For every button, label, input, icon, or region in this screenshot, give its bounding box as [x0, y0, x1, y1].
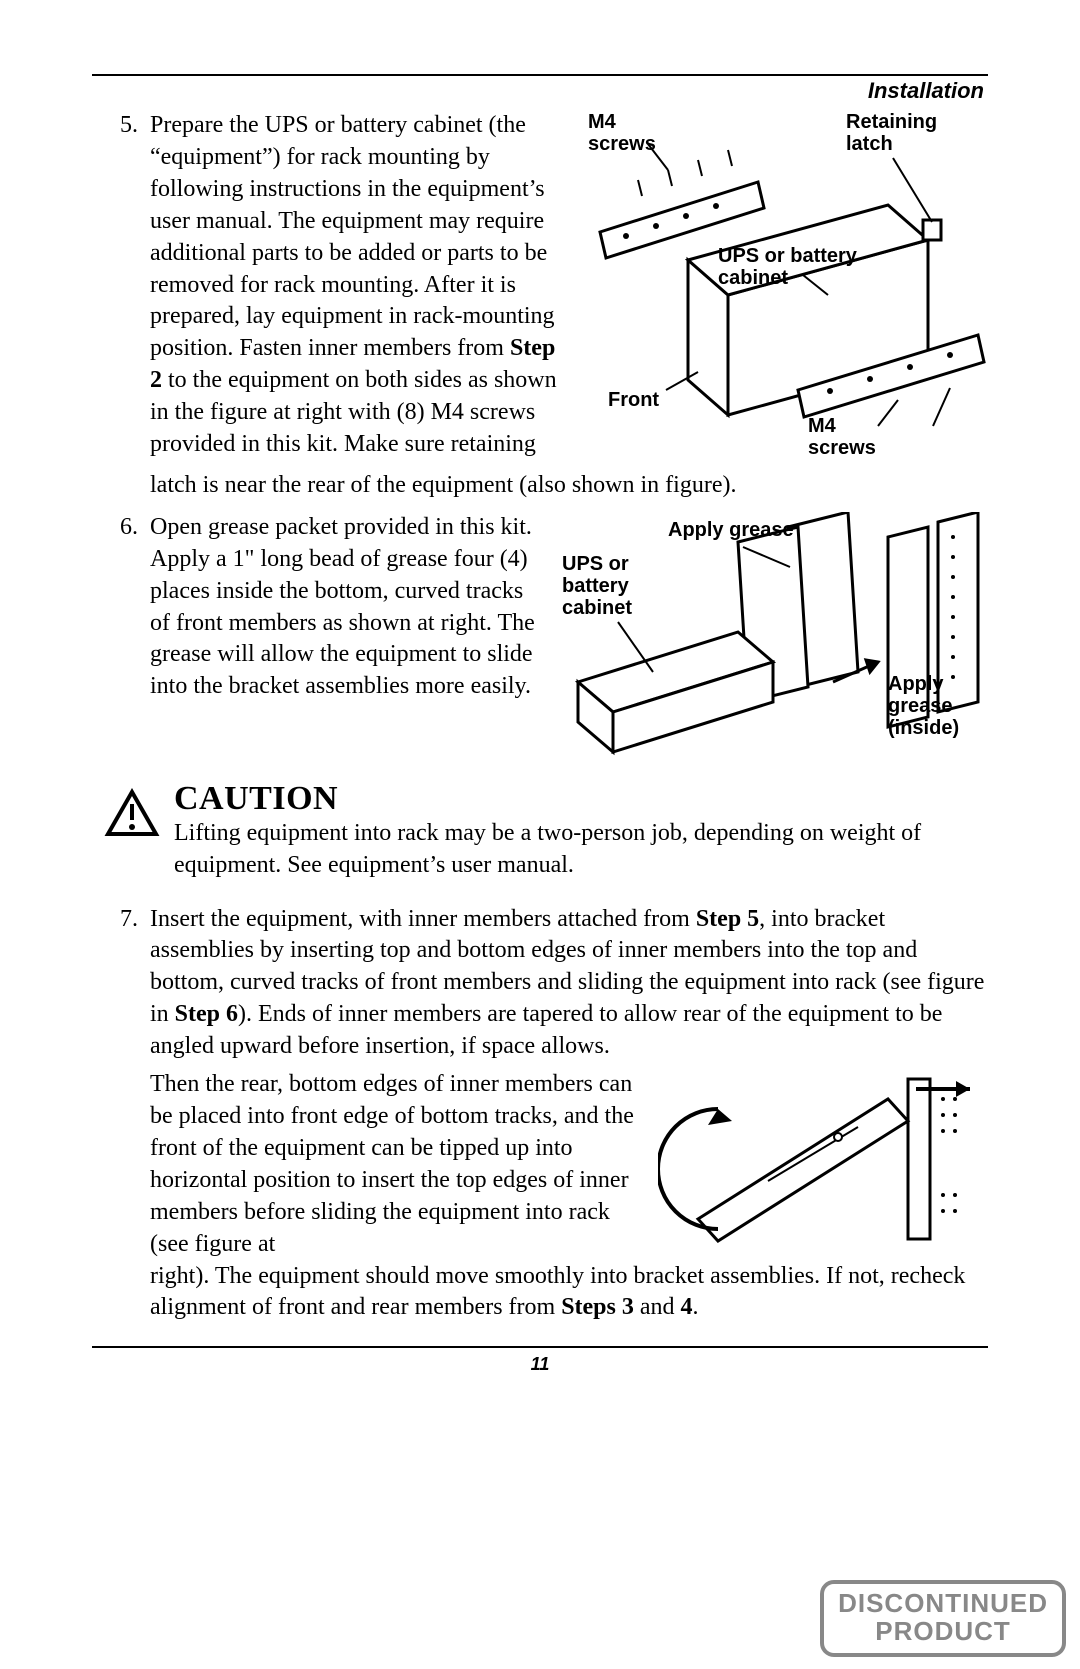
figure-6-svg: Apply grease UPS orbatterycabinet Applyg… [558, 512, 988, 762]
step-7-p1-bold-b: Step 6 [175, 1001, 238, 1027]
step-7-p2-bold-b: 4 [681, 1294, 693, 1320]
fig5-label-m4-top: M4screws [588, 111, 656, 155]
top-rule [92, 74, 988, 76]
step-5-figure: M4screws Retaininglatch UPS or batteryca… [578, 110, 988, 470]
step-5-text-column: Prepare the UPS or battery cabinet (the … [150, 110, 560, 461]
step-5: 5. Prepare the UPS or battery cabinet (t… [92, 110, 988, 502]
step-6-figure: Apply grease UPS orbatterycabinet Applyg… [558, 512, 988, 772]
step-7-p1a: Insert the equipment, with inner members… [150, 906, 696, 932]
fig5-label-retaining: Retaininglatch [846, 111, 937, 155]
page-number: 11 [92, 1354, 988, 1375]
step-body: Open grease packet provided in this kit.… [150, 512, 988, 772]
stamp-line-2: PRODUCT [838, 1618, 1048, 1645]
step-7-p2a: right). The equipment should move smooth… [150, 1263, 965, 1321]
step-7-p1c: ). Ends of inner members are tapered to … [150, 1001, 942, 1059]
step-5-tail: latch is near the rear of the equipment … [150, 470, 988, 502]
step-7-para2-col: Then the rear, bottom edges of inner mem… [150, 1069, 640, 1260]
discontinued-stamp: DISCONTINUED PRODUCT [820, 1580, 1066, 1657]
page-container: Installation 5. Prepare the UPS or batte… [0, 0, 1080, 1669]
step-5-text-a: Prepare the UPS or battery cabinet (the … [150, 112, 555, 361]
step-number: 6. [92, 512, 150, 772]
fig6-label-ups: UPS orbatterycabinet [562, 553, 632, 619]
step-7: 7. Insert the equipment, with inner memb… [92, 904, 988, 1325]
caution-text: Lifting equipment into rack may be a two… [174, 818, 988, 882]
fig5-label-m4-bottom: M4screws [808, 415, 876, 459]
step-number: 7. [92, 904, 150, 1325]
caution-title: CAUTION [174, 782, 988, 816]
step-6-text: Open grease packet provided in this kit.… [150, 512, 540, 703]
step-7-figure [658, 1069, 988, 1259]
step-list: 5. Prepare the UPS or battery cabinet (t… [92, 110, 988, 772]
step-5-text-b: to the equipment on both sides as shown … [150, 367, 557, 457]
step-body: Prepare the UPS or battery cabinet (the … [150, 110, 988, 502]
step-6: 6. Open grease packet provided in this k… [92, 512, 988, 772]
step-7-p1-bold-a: Step 5 [696, 906, 759, 932]
warning-triangle-icon [104, 782, 160, 843]
figure-7-svg [658, 1069, 988, 1249]
fig6-label-grease-top: Apply grease [668, 519, 794, 541]
fig5-label-front: Front [608, 389, 659, 411]
step-number: 5. [92, 110, 150, 502]
caution-block: CAUTION Lifting equipment into rack may … [92, 782, 988, 882]
step-7-para2-tail: right). The equipment should move smooth… [150, 1261, 988, 1325]
step-7-p2c: . [693, 1294, 699, 1320]
step-body: Insert the equipment, with inner members… [150, 904, 988, 1325]
step-list-cont: 7. Insert the equipment, with inner memb… [92, 904, 988, 1325]
step-7-p2-bold-a: Steps 3 [561, 1294, 634, 1320]
step-7-para2-row: Then the rear, bottom edges of inner mem… [150, 1069, 988, 1260]
section-header: Installation [92, 78, 984, 104]
bottom-rule [92, 1346, 988, 1348]
figure-5-svg: M4screws Retaininglatch UPS or batteryca… [578, 110, 988, 460]
step-7-p2b: and [634, 1294, 681, 1320]
stamp-line-1: DISCONTINUED [838, 1590, 1048, 1617]
step-7-para1: Insert the equipment, with inner members… [150, 904, 988, 1064]
